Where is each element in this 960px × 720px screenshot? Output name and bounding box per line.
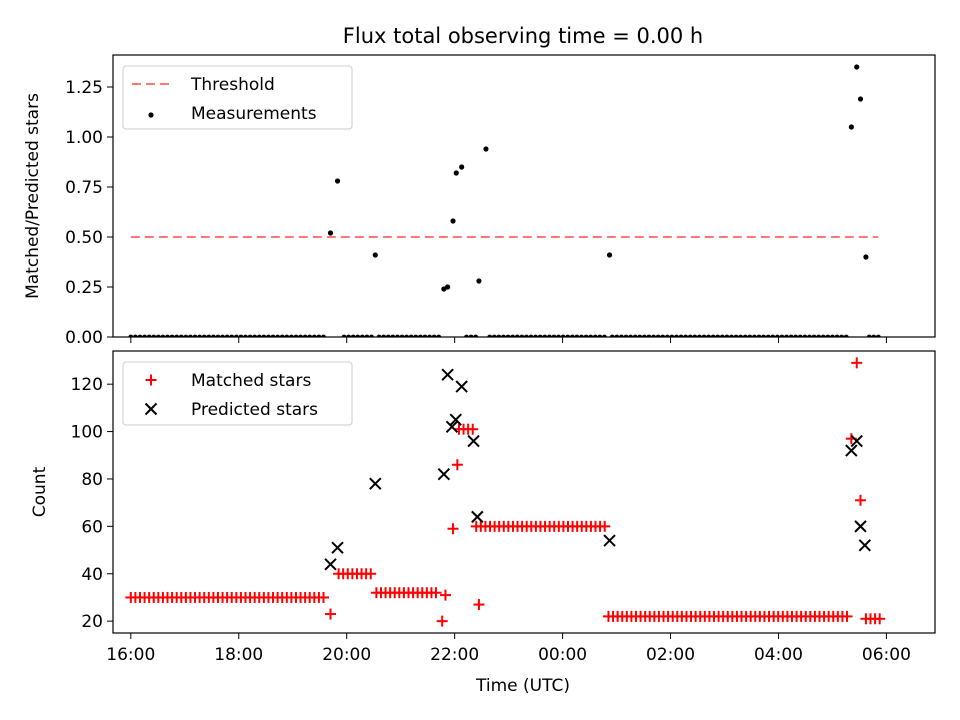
measurement-point [445,284,451,290]
predicted-star-point [603,534,616,547]
matched-star-point [439,589,451,601]
predicted-star-stroke [603,534,616,547]
x-axis-label: Time (UTC) [475,676,570,696]
measurement-point [450,218,456,224]
bottom-axes-frame [112,350,936,634]
predicted-star-point [324,558,337,571]
top-axes-frame [112,54,936,338]
measurement-point [483,146,489,152]
predicted-star-point [845,444,858,457]
bottom-legend-box [122,361,353,426]
predicted-star-point [471,510,484,524]
predicted-star-point [467,434,480,448]
bottom-y-tick-label: 40 [81,565,103,585]
bottom-y-tick-label: 80 [81,470,103,490]
measurement-point [453,170,459,176]
measurement-point [372,252,378,258]
bottom-legend-label: Predicted stars [191,400,318,420]
top-y-tick-label: 0.00 [65,328,103,348]
measurement-point [476,278,482,284]
predicted-star-stroke [449,413,462,426]
legend-measurements-swatch [148,112,154,118]
predicted-star-stroke [850,434,863,448]
top-legend-box [122,65,353,130]
matched-star-point [841,610,853,622]
predicted-star-point [455,380,468,393]
bottom-y-tick-label: 20 [81,612,103,632]
measurement-point [334,178,341,184]
bottom-legend-label: Matched stars [191,371,311,391]
predicted-star-stroke [858,539,872,552]
bottom-plot-area [125,357,886,627]
predicted-star-stroke [467,434,480,448]
matched-star-point [855,494,867,506]
predicted-star-stroke [854,520,867,533]
predicted-star-point [858,539,872,552]
matched-star-point [447,523,459,535]
bottom-y-axis-label: Count [30,466,50,517]
top-panel: 0.00 0.25 0.50 0.75 1.00 1.25 Matched/Predicte… [23,54,936,348]
bottom-panel: 16:00 18:00 20:00 22:00 00:00 02:00 04:00 06:00… [30,350,936,665]
measurement-point [327,230,334,236]
bottom-x-tick-label: 06:00 [862,645,911,665]
matched-star-point [365,568,377,580]
measurement-point [848,124,854,130]
predicted-star-stroke [471,510,484,524]
bottom-x-tick-label: 04:00 [754,645,803,665]
matched-star-point [473,599,485,611]
measurement-point [854,64,860,70]
top-y-tick-label: 1.00 [65,128,103,148]
bottom-y-tick-label: 120 [71,375,103,395]
bottom-x-tick-label: 22:00 [430,645,479,665]
bottom-y-tick-label: 60 [81,517,103,537]
bottom-x-tick-label: 00:00 [538,645,587,665]
top-y-tick-label: 0.25 [65,278,103,298]
matched-star-point [317,591,329,603]
predicted-star-stroke [369,477,382,490]
matched-star-point [599,520,611,532]
predicted-star-point [445,420,459,434]
predicted-star-point [449,413,462,426]
predicted-star-point [437,468,451,481]
matched-star-point [851,357,863,369]
predicted-star-stroke [437,468,451,481]
measurement-point [863,254,869,260]
predicted-star-point [441,368,454,381]
top-legend-label: Threshold [190,75,275,95]
predicted-star-point [854,520,867,533]
predicted-star-point [331,541,344,554]
top-legend-label: Measurements [191,104,317,124]
predicted-star-stroke [331,541,344,554]
predicted-star-point [369,477,382,490]
matched-star-point [325,608,337,620]
bottom-x-tick-label: 16:00 [106,645,155,665]
top-y-tick-label: 0.75 [65,178,103,198]
bottom-x-tick-label: 20:00 [322,645,371,665]
predicted-star-stroke [324,558,337,571]
top-y-tick-label: 0.50 [65,228,103,248]
predicted-star-stroke [455,380,468,393]
top-y-tick-label: 1.25 [65,78,103,98]
figure-title: Flux total observing time = 0.00 h [343,24,703,48]
measurement-point [459,164,465,170]
predicted-star-stroke [441,368,454,381]
matched-star-point [436,615,448,627]
matched-star-point [430,587,442,599]
matched-star-point [451,459,463,471]
predicted-star-stroke [845,444,858,457]
matched-star-point [467,423,479,435]
legend-predicted-swatch [144,402,158,416]
measurement-point [606,252,613,258]
matched-star-point [874,613,886,625]
top-y-axis-label: Matched/Predicted stars [23,93,43,299]
predicted-star-stroke [445,420,459,434]
bottom-y-tick-label: 100 [71,423,103,443]
predicted-star-point [850,434,863,448]
measurement-point [857,96,864,102]
bottom-x-tick-label: 18:00 [214,645,263,665]
bottom-x-tick-label: 02:00 [646,645,695,665]
